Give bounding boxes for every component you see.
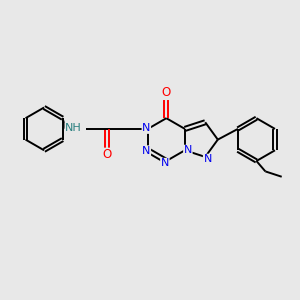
Text: O: O (162, 86, 171, 99)
Text: N: N (142, 123, 151, 133)
Text: NH: NH (65, 123, 82, 133)
Text: N: N (142, 146, 151, 156)
Text: O: O (103, 148, 112, 161)
Text: N: N (161, 158, 169, 168)
Text: N: N (203, 154, 212, 164)
Text: N: N (184, 145, 192, 155)
